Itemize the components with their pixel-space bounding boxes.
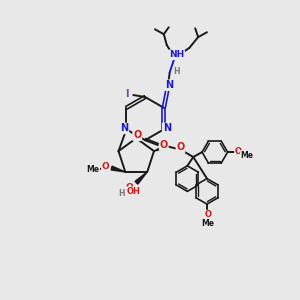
Text: O: O — [205, 210, 212, 219]
Text: O: O — [133, 130, 141, 140]
Text: N: N — [163, 123, 171, 134]
Text: Me: Me — [202, 219, 214, 228]
Polygon shape — [154, 144, 167, 151]
Text: N: N — [166, 80, 174, 90]
Text: O: O — [176, 142, 184, 152]
Text: H: H — [118, 189, 125, 198]
Text: NH: NH — [169, 50, 184, 59]
Text: O: O — [160, 140, 168, 150]
Text: N: N — [120, 123, 128, 134]
Text: O: O — [235, 147, 242, 156]
Text: H: H — [173, 67, 180, 76]
Text: O: O — [102, 162, 110, 171]
Polygon shape — [111, 166, 125, 172]
Text: Me: Me — [86, 166, 99, 175]
Text: OH: OH — [127, 187, 140, 196]
Text: Me: Me — [241, 151, 254, 160]
Text: I: I — [125, 89, 128, 99]
Text: O: O — [126, 183, 134, 192]
Polygon shape — [135, 172, 147, 184]
